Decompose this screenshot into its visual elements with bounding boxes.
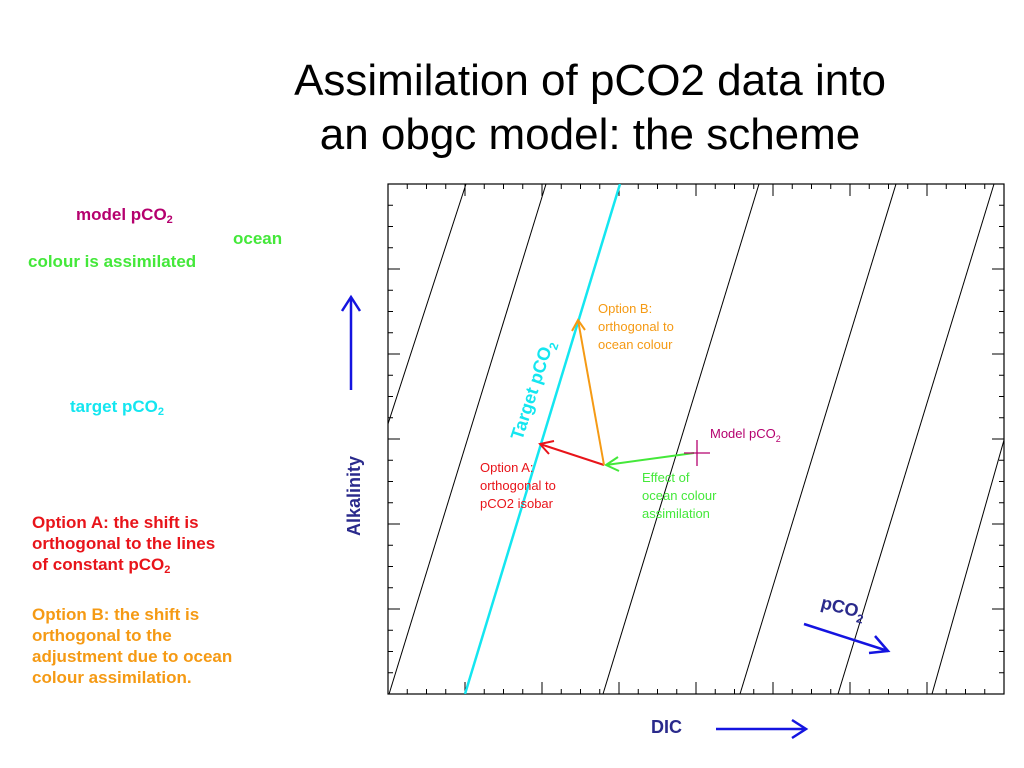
legend-ocean-colour-2: colour is assimilated: [28, 252, 197, 271]
target-pco2-line: [463, 184, 622, 694]
effect-arrow-head: [603, 456, 620, 472]
isobar-line: [739, 184, 897, 694]
option-a-arrow-head: [538, 440, 555, 455]
note-option-b-line: colour assimilation.: [32, 668, 192, 687]
pco2-direction-arrow-line: [803, 622, 889, 653]
axis-ticks: [388, 184, 1004, 694]
dic-arrow-head: [791, 718, 809, 740]
option-a-label-line: Option A:: [480, 460, 533, 475]
option-b-label-line: orthogonal to: [598, 319, 674, 334]
target-pco2-label: Target pCO2: [507, 337, 562, 443]
note-option-a-text: of constant pCO: [32, 555, 165, 574]
option-a-arrow-line: [539, 443, 605, 466]
legend-model-pco2: model pCO2: [76, 204, 173, 226]
alkalinity-arrow-head: [340, 294, 362, 312]
option-a-label: Option A: orthogonal to pCO2 isobar: [480, 460, 560, 511]
title-line-1: Assimilation of pCO2 data into: [294, 56, 886, 105]
model-pco2-label: Model pCO2: [710, 426, 781, 444]
target-pco2-label-sub: 2: [546, 341, 561, 352]
legend-target-pco2: target pCO2: [70, 396, 164, 418]
legend-target-pco2-text: target pCO: [70, 397, 158, 416]
effect-label-line: Effect of: [642, 470, 690, 485]
legend-ocean-colour-1: ocean: [233, 229, 283, 248]
isobar-line: [931, 439, 1004, 694]
option-b-label: Option B: orthogonal to ocean colour: [598, 301, 678, 352]
note-option-b-line: adjustment due to ocean: [32, 647, 233, 666]
alkalinity-axis-label: Alkalinity: [344, 456, 364, 536]
pco2-direction-label-text: pCO: [819, 592, 861, 621]
note-option-a: Option A: the shift is orthogonal to the…: [32, 512, 216, 576]
option-b-arrow-line: [577, 319, 605, 466]
effect-arrow-line: [605, 452, 695, 466]
pco2-direction-label-sub: 2: [855, 611, 865, 626]
option-b-arrow-head: [571, 318, 586, 332]
note-option-a-sub: 2: [164, 564, 171, 576]
note-option-b-line: Option B: the shift is: [32, 605, 200, 624]
note-option-b: Option B: the shift is orthogonal to the…: [32, 604, 232, 688]
isobar-line: [837, 184, 995, 694]
effect-label-line: ocean colour: [642, 488, 717, 503]
title-line-2: an obgc model: the scheme: [319, 110, 861, 159]
legend-target-pco2-sub: 2: [157, 406, 164, 418]
effect-label-line: assimilation: [642, 506, 710, 521]
effect-label: Effect of ocean colour assimilation: [642, 470, 720, 521]
pco2-direction-arrow-head: [868, 635, 891, 655]
note-option-a-line: Option A: the shift is: [32, 513, 199, 532]
option-a-label-line: pCO2 isobar: [480, 496, 554, 511]
slide-title: Assimilation of pCO2 data into an obgc m…: [200, 54, 980, 162]
option-b-label-line: ocean colour: [598, 337, 673, 352]
legend-model-pco2-sub: 2: [166, 214, 173, 226]
isobar-line: [388, 184, 547, 694]
model-pco2-label-text: Model pCO: [710, 426, 776, 441]
dic-axis-label: DIC: [651, 717, 682, 737]
note-option-a-line: orthogonal to the lines: [32, 534, 216, 553]
target-pco2-label-text: Target pCO: [507, 344, 556, 442]
isobar-line: [388, 184, 467, 426]
pco2-direction-label: pCO2: [818, 592, 867, 626]
isobar-line: [602, 184, 760, 694]
note-option-b-line: orthogonal to the: [32, 626, 172, 645]
model-pco2-label-sub: 2: [776, 434, 781, 444]
legend-model-pco2-text: model pCO: [76, 205, 167, 224]
plot-frame: [387, 183, 1005, 695]
option-a-label-line: orthogonal to: [480, 478, 556, 493]
note-option-a-line: of constant pCO2: [32, 554, 215, 576]
option-b-label-line: Option B:: [598, 301, 652, 316]
isobar-lines: [388, 184, 1004, 694]
